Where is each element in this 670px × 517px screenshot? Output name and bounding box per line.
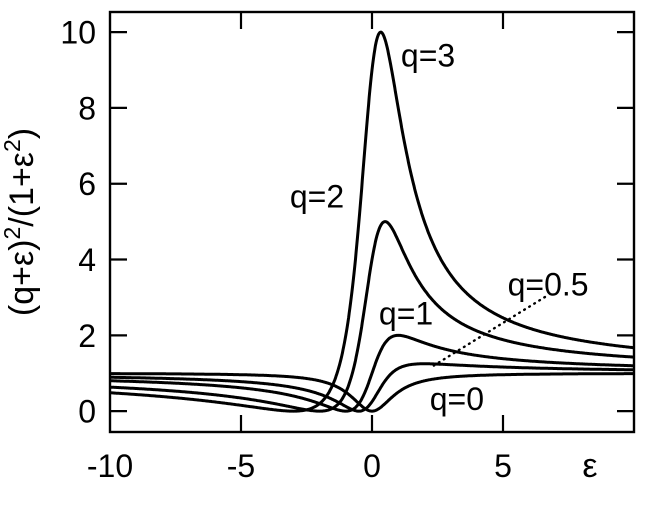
x-tick-label: -5 (227, 448, 255, 484)
curve-label-q-0-5: q=0.5 (508, 267, 589, 303)
y-axis-label-part: /(1+ε (3, 152, 41, 227)
y-tick-label: 10 (60, 15, 96, 51)
curve-label-q-0: q=0 (430, 381, 484, 417)
x-tick-label: -10 (87, 448, 133, 484)
y-tick-label: 8 (78, 90, 96, 126)
fano-curve-q-3 (109, 30, 635, 413)
x-tick-label: 5 (494, 448, 512, 484)
y-axis-label-part: (q+ε) (3, 240, 41, 317)
y-axis-label-superscript: 2 (0, 227, 25, 240)
fano-curve-q-1 (109, 333, 635, 413)
curve-label-q-3: q=3 (401, 38, 455, 74)
q05-leader-line (431, 295, 547, 368)
curve-label-q-2: q=2 (290, 179, 344, 215)
y-axis-label-superscript: 2 (0, 139, 25, 152)
fano-curve-q-2 (109, 220, 635, 413)
y-tick-label: 4 (78, 242, 96, 278)
y-tick-label: 2 (78, 318, 96, 354)
y-axis-label-part: ) (3, 128, 41, 139)
fano-curve-q-0 (109, 372, 635, 413)
y-axis-label: (q+ε)2/(1+ε2) (0, 128, 41, 316)
x-tick-label: 0 (363, 448, 381, 484)
y-tick-label: 6 (78, 166, 96, 202)
y-tick-label: 0 (78, 394, 96, 430)
x-axis-label: ε (582, 447, 597, 485)
fano-curve-q-0-5 (109, 362, 635, 413)
curve-label-q-1: q=1 (379, 295, 433, 331)
